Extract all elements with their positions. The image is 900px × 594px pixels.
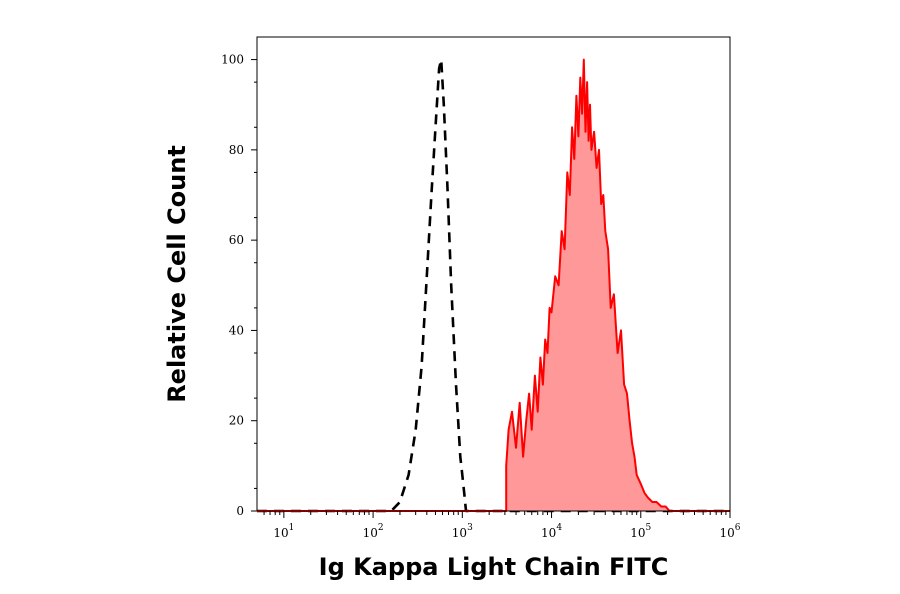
plot-frame <box>256 36 731 512</box>
x-tick-label: 102 <box>363 523 384 540</box>
y-tick-label: 40 <box>229 323 244 337</box>
x-tick-label: 103 <box>452 523 473 540</box>
axis-layer: 0 20 40 60 80 100 101 102 103 104 105 106 <box>221 53 741 540</box>
plot-layer <box>257 58 730 513</box>
x-tick-label: 106 <box>719 523 740 540</box>
y-tick-label: 20 <box>229 414 244 428</box>
x-axis-label: Ig Kappa Light Chain FITC <box>319 553 669 581</box>
series-2-line <box>257 58 730 512</box>
y-tick-label: 0 <box>236 504 244 518</box>
y-tick-label: 80 <box>229 143 244 157</box>
x-tick-label: 104 <box>541 523 562 540</box>
series-1-line <box>257 58 730 513</box>
y-tick-label: 100 <box>221 53 244 67</box>
series-2-fill <box>257 59 730 511</box>
y-tick-label: 60 <box>229 233 244 247</box>
y-axis-label: Relative Cell Count <box>163 145 191 403</box>
x-tick-label: 101 <box>273 523 294 540</box>
x-tick-label: 105 <box>630 523 651 540</box>
